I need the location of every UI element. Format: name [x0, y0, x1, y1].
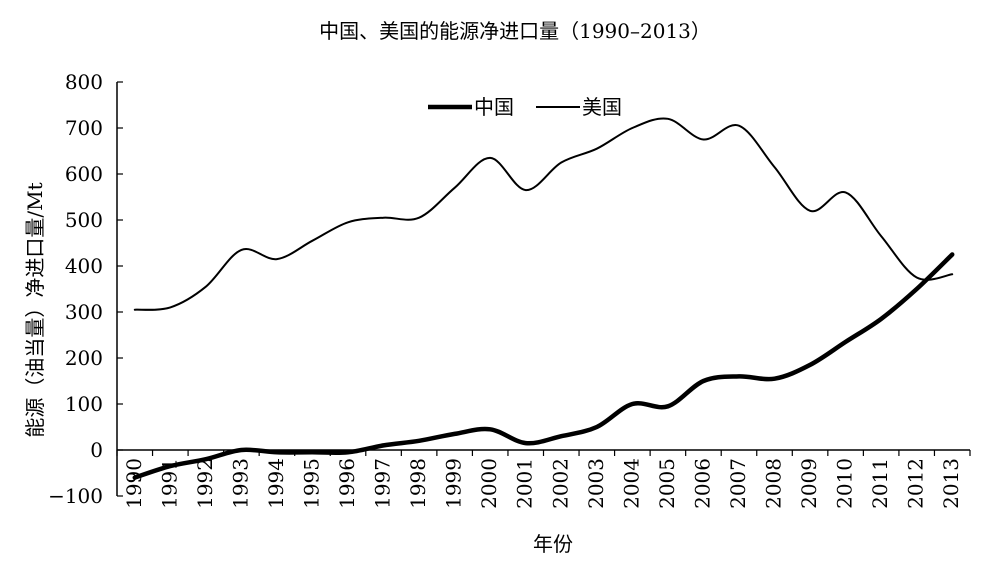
x-tick-label: 2011: [868, 458, 892, 509]
y-tick-label: 300: [65, 300, 103, 324]
chart-title: 中国、美国的能源净进口量（1990–2013）: [319, 19, 711, 43]
x-tick-label: 1992: [193, 458, 217, 509]
y-axis-label: 能源（油当量）净进口量/Mt: [23, 182, 47, 437]
legend-label: 中国: [474, 95, 514, 119]
y-tick-label: 800: [65, 70, 103, 94]
y-tick-label: 600: [65, 162, 103, 186]
y-tick-label: 200: [65, 346, 103, 370]
y-tick-label: 700: [65, 116, 103, 140]
x-tick-label: 2001: [513, 458, 537, 509]
y-tick-label: 400: [65, 254, 103, 278]
x-tick-label: 2003: [584, 458, 608, 509]
x-axis-label: 年份: [533, 532, 573, 556]
x-tick-label: 1997: [371, 458, 395, 509]
x-tick-label: 2007: [726, 458, 750, 509]
series-line-usa: [133, 117, 954, 311]
series-line-china: [132, 252, 955, 480]
y-tick-label: 0: [90, 438, 103, 462]
x-tick-label: 2008: [762, 458, 786, 509]
x-tick-label: 1995: [299, 458, 323, 509]
x-tick-label: 2006: [690, 458, 714, 509]
legend: 中国 美国: [428, 95, 622, 119]
x-tick-label: 1993: [228, 458, 252, 509]
x-tick-label: 2000: [477, 458, 501, 509]
y-tick-label: 100: [65, 392, 103, 416]
x-tick-label: 1999: [442, 458, 466, 509]
x-tick-label: 1990: [122, 458, 146, 509]
x-tick-label: 2013: [939, 458, 963, 509]
x-tick-label: 1996: [335, 458, 359, 509]
x-tick-label: 2002: [548, 458, 572, 509]
x-tick-label: 2010: [833, 458, 857, 509]
legend-label: 美国: [582, 95, 622, 119]
x-tick-label: 1994: [264, 458, 288, 509]
x-tick-label: 2012: [904, 458, 928, 509]
y-tick-label: 500: [65, 208, 103, 232]
x-tick-label: 1998: [406, 458, 430, 509]
y-tick-label: −100: [48, 484, 103, 508]
x-tick-label: 2004: [619, 458, 643, 509]
x-tick-label: 2009: [797, 458, 821, 509]
x-tick-label: 2005: [655, 458, 679, 509]
